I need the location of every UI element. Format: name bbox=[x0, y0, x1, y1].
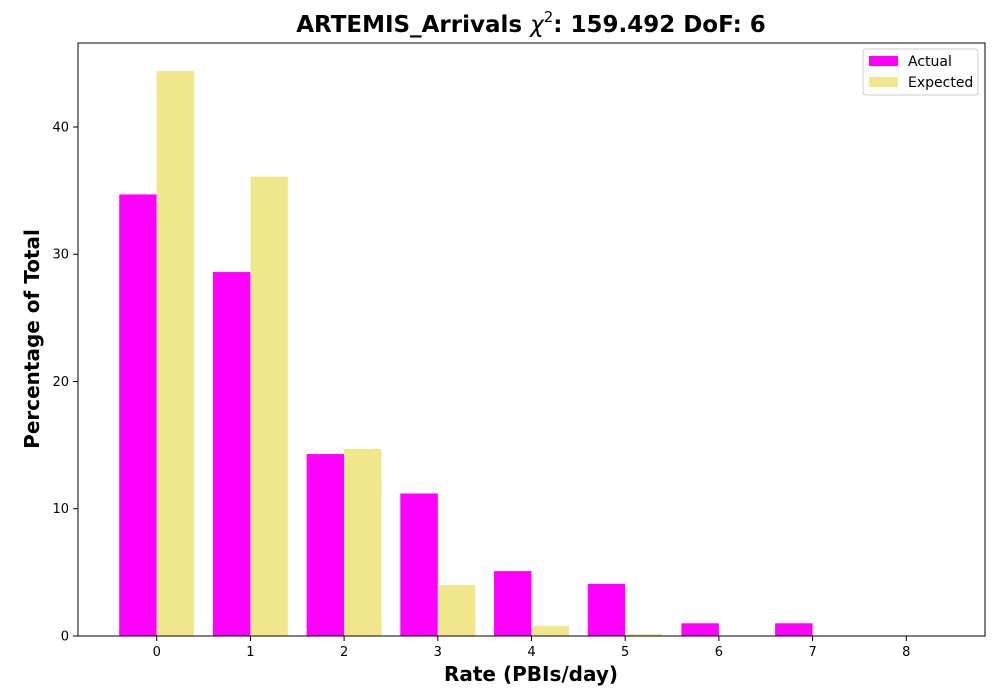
legend-swatch-actual bbox=[869, 56, 898, 66]
y-tick-label: 40 bbox=[52, 120, 69, 135]
chart-title-sup: 2 bbox=[544, 8, 554, 26]
bar-actual-2 bbox=[306, 454, 345, 636]
x-tick-label: 3 bbox=[434, 645, 442, 660]
bar-actual-5 bbox=[587, 583, 626, 636]
x-tick-label: 0 bbox=[153, 645, 161, 660]
legend-label-actual: Actual bbox=[908, 54, 952, 70]
legend: Actual Expected bbox=[862, 48, 979, 96]
x-tick-label: 7 bbox=[808, 645, 816, 660]
x-tick-label: 2 bbox=[340, 645, 348, 660]
bar-actual-3 bbox=[400, 493, 438, 636]
x-tick-label: 6 bbox=[715, 645, 723, 660]
bar-expected-1 bbox=[250, 176, 288, 636]
x-tick-label: 8 bbox=[902, 645, 910, 660]
bar-actual-0 bbox=[119, 194, 157, 636]
y-ticks: 0 10 20 30 40 bbox=[52, 120, 78, 645]
bar-expected-2 bbox=[344, 448, 382, 636]
y-tick-label: 20 bbox=[52, 375, 69, 390]
chart-title-rest: : 159.492 DoF: 6 bbox=[553, 12, 766, 38]
chart-title: ARTEMIS_Arrivals χ2: 159.492 DoF: 6 bbox=[296, 8, 766, 38]
x-ticks: 0 1 2 3 4 5 6 7 8 bbox=[153, 636, 910, 660]
plot-frame bbox=[77, 42, 986, 637]
bar-actual-1 bbox=[212, 272, 251, 636]
legend-swatch-expected bbox=[869, 77, 898, 87]
y-tick-label: 30 bbox=[52, 248, 69, 263]
bar-actual-4 bbox=[494, 571, 532, 636]
bar-expected-4 bbox=[531, 625, 569, 636]
y-tick-label: 0 bbox=[61, 630, 69, 645]
x-axis-label: Rate (PBIs/day) bbox=[444, 662, 618, 686]
legend-label-expected: Expected bbox=[908, 75, 973, 91]
x-tick-label: 4 bbox=[527, 645, 535, 660]
bar-actual-6 bbox=[681, 623, 719, 636]
chart-title-main: ARTEMIS_Arrivals bbox=[296, 12, 530, 38]
bar-expected-5 bbox=[625, 634, 663, 636]
bar-expected-0 bbox=[156, 71, 195, 636]
y-tick-label: 10 bbox=[52, 502, 69, 517]
bars-layer bbox=[119, 71, 813, 636]
x-tick-label: 1 bbox=[246, 645, 254, 660]
x-tick-label: 5 bbox=[621, 645, 629, 660]
bar-expected-3 bbox=[437, 585, 476, 636]
y-axis-label: Percentage of Total bbox=[20, 229, 44, 449]
bar-actual-7 bbox=[775, 623, 813, 636]
chart-title-chi: χ bbox=[528, 12, 545, 38]
